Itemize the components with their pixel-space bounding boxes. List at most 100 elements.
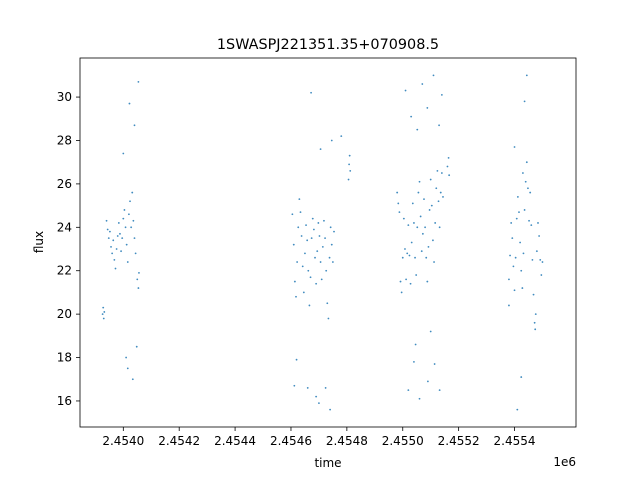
data-point (511, 237, 514, 240)
data-point (321, 245, 324, 248)
x-tick-label: 2.4544 (214, 434, 256, 448)
data-point (111, 252, 114, 255)
data-point (102, 317, 105, 320)
data-point (311, 217, 314, 220)
data-point (305, 224, 307, 227)
data-point (136, 278, 139, 281)
data-point (110, 245, 112, 248)
chart-title: 1SWASPJ221351.35+070908.5 (217, 37, 439, 53)
y-tick-label: 24 (57, 220, 72, 234)
data-point (112, 239, 115, 242)
data-point (396, 191, 399, 194)
data-point (309, 276, 312, 279)
data-point (315, 282, 318, 285)
data-point (534, 328, 537, 331)
data-point (125, 356, 128, 359)
data-point (429, 330, 432, 333)
data-point (109, 230, 111, 233)
data-point (133, 237, 136, 240)
y-tick-label: 28 (57, 133, 72, 147)
data-point (120, 250, 122, 253)
data-point (434, 222, 437, 224)
data-point (129, 200, 131, 203)
data-point (432, 74, 435, 77)
x-tick-label: 2.4546 (270, 434, 312, 448)
data-point (421, 83, 424, 85)
data-point (513, 289, 516, 292)
data-point (348, 154, 351, 157)
data-point (326, 302, 329, 305)
x-axis-label: time (314, 456, 341, 470)
data-point (510, 222, 513, 224)
data-point (132, 219, 135, 222)
data-point (128, 102, 131, 105)
data-point (122, 152, 125, 155)
data-point (414, 343, 417, 346)
data-point (302, 291, 305, 294)
data-point (539, 258, 542, 261)
data-point (328, 256, 331, 259)
data-point (138, 271, 140, 274)
data-point (310, 91, 312, 94)
data-point (524, 180, 527, 183)
data-point (114, 267, 117, 270)
data-point (514, 256, 517, 259)
data-point (121, 237, 124, 240)
data-point (411, 202, 414, 205)
data-point (135, 345, 138, 348)
data-point (440, 172, 443, 174)
y-tick-label: 26 (57, 177, 72, 191)
data-point (447, 156, 450, 159)
data-point (402, 217, 405, 220)
data-point (116, 235, 119, 237)
x-tick-label: 2.4552 (438, 434, 480, 448)
data-point (429, 178, 432, 181)
data-point (427, 245, 430, 248)
data-point (407, 224, 410, 227)
data-point (349, 169, 352, 172)
data-point (417, 191, 420, 194)
data-point (442, 196, 444, 198)
data-point (423, 198, 425, 200)
data-point (437, 200, 440, 203)
data-point (293, 384, 296, 387)
data-point (519, 241, 522, 244)
data-point (523, 100, 526, 103)
data-point (418, 397, 421, 400)
data-point (295, 295, 297, 298)
data-point (438, 124, 440, 127)
data-point (401, 256, 404, 259)
data-point (413, 222, 415, 224)
data-point (413, 360, 415, 363)
data-point (541, 261, 544, 263)
data-point (306, 239, 309, 242)
data-point (416, 128, 419, 131)
x-tick-label: 2.4548 (326, 434, 368, 448)
data-point (508, 304, 510, 307)
data-point (137, 287, 140, 289)
data-point (404, 89, 407, 92)
data-point (527, 187, 529, 190)
y-tick-label: 22 (57, 264, 72, 278)
x-axis-offset-label: 1e6 (553, 455, 576, 469)
data-point (306, 387, 309, 389)
data-point (323, 219, 325, 222)
data-point (408, 254, 411, 257)
data-point (516, 408, 519, 411)
data-point (529, 191, 532, 194)
data-point (410, 241, 413, 244)
data-point (113, 258, 116, 261)
data-point (314, 256, 316, 259)
data-point (438, 389, 441, 391)
data-point (425, 256, 428, 259)
data-point (432, 239, 434, 242)
data-point (347, 178, 350, 181)
data-point (430, 204, 433, 207)
data-point (414, 256, 416, 259)
data-point (131, 378, 134, 381)
data-point (117, 222, 120, 224)
data-point (315, 395, 318, 398)
x-axis-ticks: 2.4540 2.4542 2.4544 2.4546 2.4548 2.4550 2.45… (102, 427, 536, 448)
data-point (130, 226, 133, 229)
